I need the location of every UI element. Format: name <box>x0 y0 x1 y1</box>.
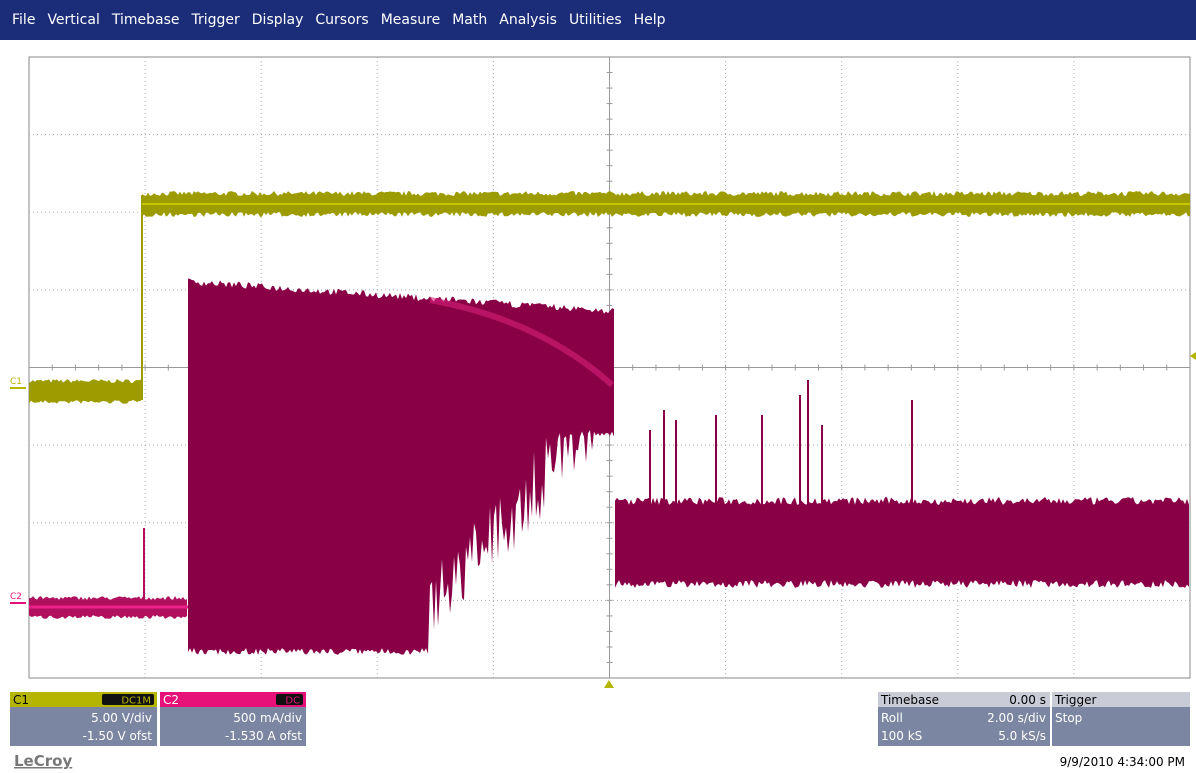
menu-bar: File Vertical Timebase Trigger Display Cursor… <box>0 0 1196 40</box>
c2-trace <box>188 278 614 655</box>
c1-coupling-badge <box>102 694 154 705</box>
timebase-descriptor[interactable]: Timebase 0.00 s Roll 2.00 s/div 100 kS 5… <box>878 692 1050 746</box>
menu-item[interactable]: Vertical <box>47 12 100 28</box>
timebase-body <box>878 707 1050 746</box>
trigger-position-marker <box>604 680 614 688</box>
menu-item[interactable]: Analysis <box>499 12 557 28</box>
menu-item[interactable]: Trigger <box>191 12 240 28</box>
c2-label: C2 <box>163 693 179 707</box>
c1-offset: -1.50 V ofst <box>83 729 153 743</box>
menu-item[interactable]: Utilities <box>568 12 622 28</box>
c1-trace-marker: C1 <box>10 377 22 387</box>
c2-coupling: DC <box>285 696 300 707</box>
menu-item[interactable]: Display <box>251 12 304 28</box>
timebase-header <box>878 692 1050 707</box>
c2-descriptor[interactable]: C2 DC 500 mA/div -1.530 A ofst <box>160 692 306 746</box>
traces <box>29 191 1190 655</box>
c1-label: C1 <box>13 693 29 707</box>
timebase-mode: Roll <box>881 711 903 725</box>
c1-scale: 5.00 V/div <box>91 711 152 725</box>
c2-coupling-badge <box>276 694 303 705</box>
timebase-label: Timebase <box>880 693 939 707</box>
c1-trace <box>29 379 141 404</box>
c2-header <box>160 692 306 707</box>
trigger-state: Stop <box>1055 711 1082 725</box>
trigger-body <box>1052 707 1190 746</box>
timestamp: 9/9/2010 4:34:00 PM <box>1060 755 1185 769</box>
c2-scale: 500 mA/div <box>233 711 302 725</box>
menu-item[interactable]: Math <box>452 12 488 28</box>
c1-descriptor[interactable]: C1 DC1M 5.00 V/div -1.50 V ofst <box>10 692 157 746</box>
c2-body <box>160 707 306 746</box>
trigger-header <box>1052 692 1190 707</box>
c2-trace <box>615 497 1189 588</box>
menu-item[interactable]: File <box>12 12 36 28</box>
c1-coupling: DC1M <box>121 696 151 707</box>
brand-logo: LeCroy <box>14 752 72 770</box>
menu-item[interactable]: Measure <box>380 12 441 28</box>
timebase-samples: 100 kS <box>881 729 922 743</box>
c2-trace-highlight <box>429 297 615 388</box>
menu-item[interactable]: Help <box>633 12 666 28</box>
c1-body <box>10 707 157 746</box>
c2-trace-marker: C2 <box>10 592 22 602</box>
trigger-label: Trigger <box>1054 693 1096 707</box>
trigger-level-marker <box>1190 352 1196 360</box>
trigger-descriptor[interactable]: Trigger Stop <box>1052 692 1190 746</box>
timebase-delay: 0.00 s <box>1009 693 1046 707</box>
menu-item[interactable]: Timebase <box>111 12 180 28</box>
menu-item[interactable]: Cursors <box>315 12 369 28</box>
timebase-scale: 2.00 s/div <box>987 711 1046 725</box>
timebase-rate: 5.0 kS/s <box>998 729 1046 743</box>
c2-offset: -1.530 A ofst <box>225 729 302 743</box>
